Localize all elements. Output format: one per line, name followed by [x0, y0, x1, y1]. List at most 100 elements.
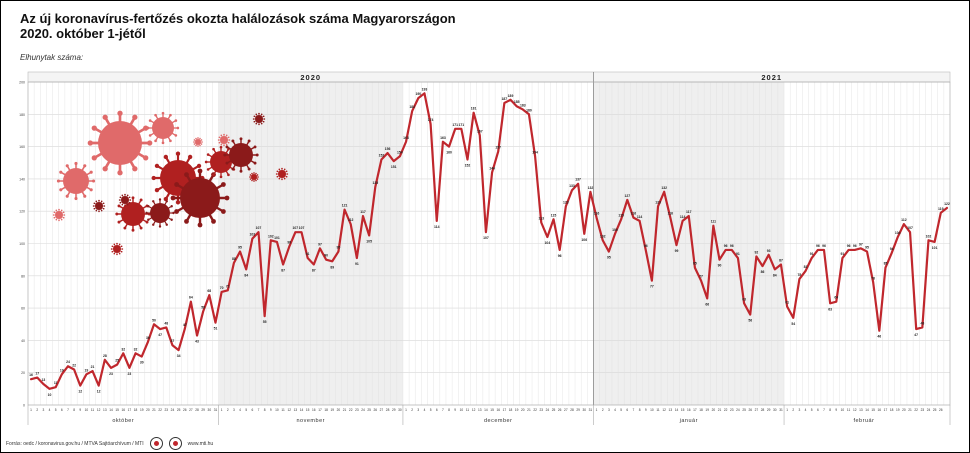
virus-spike-tip: [197, 137, 199, 139]
virus-spike-tip: [102, 114, 108, 120]
month-label: december: [484, 418, 512, 424]
month-label: november: [297, 418, 325, 424]
virus-spike-tip: [211, 218, 216, 224]
data-label: 56: [748, 319, 752, 323]
virus-illustration-icon: [146, 111, 180, 145]
virus-spike-tip: [56, 179, 61, 183]
virus-spike-tip: [218, 136, 221, 139]
virus-spike-tip: [151, 175, 156, 181]
data-label: 160: [446, 151, 452, 155]
data-label: 96: [847, 244, 851, 248]
data-label: 23: [128, 372, 132, 376]
data-label: 121: [342, 204, 348, 208]
day-tick-label: 27: [189, 408, 193, 412]
data-label: 91: [810, 252, 814, 256]
virus-spike-tip: [256, 178, 259, 180]
day-tick-label: 1: [786, 408, 788, 412]
data-label: 98: [287, 241, 291, 245]
virus-body: [251, 174, 257, 180]
data-label: 55: [263, 320, 267, 324]
virus-body: [121, 196, 129, 204]
virus-spike-tip: [260, 113, 263, 116]
day-tick-label: 7: [258, 408, 260, 412]
day-tick-label: 20: [337, 408, 341, 412]
day-tick-label: 12: [662, 408, 666, 412]
day-tick-label: 4: [805, 408, 807, 412]
virus-spike-tip: [152, 223, 155, 226]
data-label: 34: [177, 354, 181, 358]
y-tick-label: 160: [19, 145, 25, 149]
data-label: 104: [895, 231, 901, 235]
data-label: 24: [66, 360, 70, 364]
data-label: 87: [281, 268, 285, 272]
data-label: 152: [465, 164, 471, 168]
day-tick-label: 2: [36, 408, 38, 412]
day-tick-label: 28: [386, 408, 390, 412]
data-label: 83: [804, 265, 808, 269]
virus-spike-tip: [111, 245, 114, 248]
data-label: 11: [54, 381, 58, 385]
virus-spike-tip: [174, 134, 178, 137]
day-tick-label: 3: [417, 408, 419, 412]
day-tick-label: 6: [61, 408, 63, 412]
virus-spike-tip: [83, 164, 87, 168]
virus-spike-tip: [249, 174, 252, 176]
day-tick-label: 16: [496, 408, 500, 412]
data-label: 103: [250, 233, 256, 237]
virus-spike-tip: [206, 153, 210, 156]
data-label: 16: [29, 373, 33, 377]
virus-spike-tip: [193, 141, 195, 143]
data-label: 32: [134, 347, 138, 351]
virus-spike-tip: [225, 145, 229, 149]
data-label: 111: [711, 220, 716, 224]
data-label: 132: [661, 186, 667, 190]
day-tick-label: 22: [533, 408, 537, 412]
day-tick-label: 21: [343, 408, 347, 412]
data-label: 107: [299, 226, 305, 230]
virus-spike-tip: [218, 141, 221, 144]
virus-spike-tip: [110, 248, 113, 250]
virus-spike-tip: [89, 170, 93, 174]
virus-spike-tip: [193, 139, 196, 141]
virus-spike-tip: [176, 126, 180, 130]
virus-spike-tip: [89, 188, 93, 192]
data-label: 48: [920, 321, 924, 325]
virus-spike-tip: [163, 154, 169, 160]
virus-spike-tip: [281, 178, 283, 181]
data-label: 22: [72, 363, 76, 367]
virus-spike-tip: [174, 209, 180, 214]
data-label: 85: [693, 262, 697, 266]
y-tick-label: 0: [23, 404, 25, 408]
day-tick-label: 16: [312, 408, 316, 412]
data-label: 122: [944, 202, 950, 206]
virus-illustration-icon: [87, 110, 153, 176]
virus-spike-tip: [252, 118, 255, 120]
data-label: 86: [761, 270, 765, 274]
day-tick-label: 13: [859, 408, 863, 412]
virus-spike-tip: [249, 178, 252, 180]
day-tick-label: 12: [472, 408, 476, 412]
data-label: 90: [718, 264, 722, 268]
virus-spike-tip: [174, 182, 180, 187]
day-tick-label: 24: [171, 408, 175, 412]
virus-spike-tip: [255, 172, 257, 175]
data-label: 157: [495, 145, 501, 149]
virus-spike-tip: [251, 179, 253, 182]
data-label: 47: [183, 323, 187, 327]
virus-spike-tip: [225, 143, 228, 146]
day-tick-label: 22: [158, 408, 162, 412]
data-label: 112: [901, 218, 907, 222]
virus-illustration-icon: [275, 167, 289, 181]
virus-spike-tip: [83, 194, 87, 198]
virus-body: [180, 178, 220, 218]
virus-spike-tip: [60, 209, 63, 212]
virus-spike-tip: [158, 225, 162, 228]
day-tick-label: 19: [515, 408, 519, 412]
data-label: 135: [372, 181, 378, 185]
y-tick-label: 40: [21, 339, 25, 343]
data-label: 114: [637, 215, 643, 219]
day-tick-label: 30: [398, 408, 402, 412]
day-tick-label: 2: [602, 408, 604, 412]
virus-illustration-icon: [249, 172, 259, 182]
day-tick-label: 8: [73, 408, 75, 412]
